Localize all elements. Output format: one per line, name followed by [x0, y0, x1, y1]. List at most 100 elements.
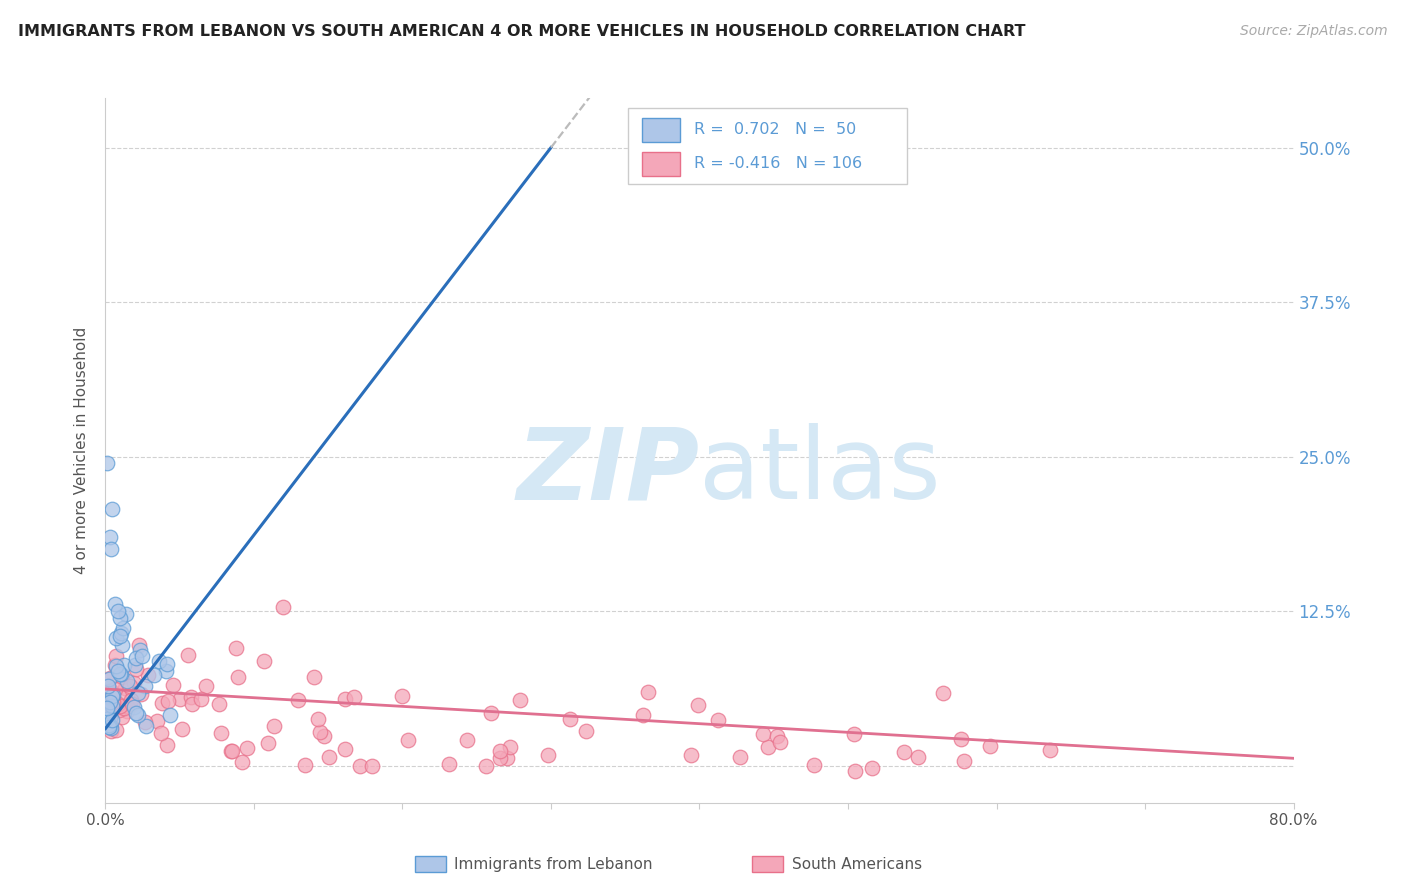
- Point: [125, 706, 148, 720]
- Text: Immigrants from Lebanon: Immigrants from Lebanon: [454, 857, 652, 871]
- Point: [101, 688, 124, 702]
- Point: [509, 692, 531, 706]
- Point: [114, 681, 136, 695]
- Point: [111, 638, 134, 652]
- Point: [100, 699, 122, 714]
- Point: [149, 725, 172, 739]
- Point: [190, 692, 212, 706]
- Point: [122, 699, 145, 714]
- Point: [752, 727, 775, 741]
- Point: [118, 679, 141, 693]
- Point: [769, 735, 792, 749]
- Point: [111, 621, 134, 635]
- Point: [686, 698, 709, 712]
- Point: [112, 658, 135, 673]
- Point: [121, 697, 143, 711]
- Point: [96, 706, 118, 721]
- Point: [437, 757, 460, 772]
- Point: [575, 724, 598, 739]
- Point: [181, 698, 204, 712]
- Point: [104, 659, 127, 673]
- Point: [256, 736, 278, 750]
- Point: [108, 703, 131, 717]
- Point: [98, 709, 121, 723]
- Point: [474, 758, 496, 772]
- Point: [96, 456, 118, 470]
- Point: [98, 719, 121, 733]
- Point: [98, 530, 121, 544]
- Point: [105, 649, 128, 664]
- Point: [107, 697, 129, 711]
- Point: [681, 747, 703, 762]
- Point: [148, 654, 170, 668]
- Point: [756, 740, 779, 755]
- Point: [271, 600, 294, 615]
- Point: [108, 690, 131, 704]
- Point: [225, 641, 247, 656]
- Point: [177, 648, 200, 662]
- Point: [287, 693, 309, 707]
- Text: R = -0.416   N = 106: R = -0.416 N = 106: [693, 156, 862, 171]
- Point: [842, 726, 865, 740]
- Point: [155, 657, 177, 671]
- Text: ZIP: ZIP: [516, 423, 700, 520]
- Point: [766, 729, 789, 743]
- Point: [170, 722, 193, 736]
- Point: [489, 751, 512, 765]
- Point: [104, 597, 127, 611]
- Point: [860, 761, 883, 775]
- Point: [97, 703, 120, 717]
- Point: [110, 667, 132, 681]
- Point: [479, 706, 502, 720]
- FancyBboxPatch shape: [643, 152, 681, 176]
- Point: [131, 648, 153, 663]
- Point: [103, 682, 125, 697]
- Point: [159, 708, 181, 723]
- Point: [135, 719, 157, 733]
- Point: [932, 686, 955, 700]
- Point: [122, 676, 145, 690]
- Point: [100, 721, 122, 735]
- Point: [157, 693, 180, 707]
- Point: [128, 638, 150, 652]
- FancyBboxPatch shape: [643, 118, 681, 142]
- Point: [127, 686, 149, 700]
- Point: [101, 700, 124, 714]
- Point: [124, 657, 146, 672]
- Point: [100, 684, 122, 698]
- Point: [209, 726, 232, 740]
- Point: [391, 689, 413, 703]
- Point: [456, 733, 478, 747]
- Text: South Americans: South Americans: [792, 857, 922, 871]
- Point: [96, 701, 118, 715]
- Point: [124, 651, 146, 665]
- Point: [115, 607, 138, 621]
- Point: [349, 758, 371, 772]
- Point: [115, 704, 138, 718]
- Point: [120, 693, 142, 707]
- Point: [98, 695, 121, 709]
- Point: [1039, 743, 1062, 757]
- Point: [361, 758, 384, 772]
- Point: [907, 749, 929, 764]
- Point: [101, 689, 124, 703]
- Point: [155, 664, 177, 678]
- Point: [108, 666, 131, 681]
- Point: [844, 764, 866, 779]
- Point: [98, 717, 121, 731]
- Point: [537, 747, 560, 762]
- Point: [496, 751, 519, 765]
- Point: [129, 687, 152, 701]
- Point: [98, 671, 121, 685]
- Point: [143, 668, 166, 682]
- Point: [333, 741, 356, 756]
- Point: [219, 744, 242, 758]
- Point: [208, 697, 231, 711]
- Point: [318, 749, 340, 764]
- Point: [150, 696, 173, 710]
- Point: [231, 756, 253, 770]
- Point: [637, 684, 659, 698]
- Point: [100, 542, 122, 557]
- Point: [146, 714, 169, 729]
- Point: [96, 712, 118, 726]
